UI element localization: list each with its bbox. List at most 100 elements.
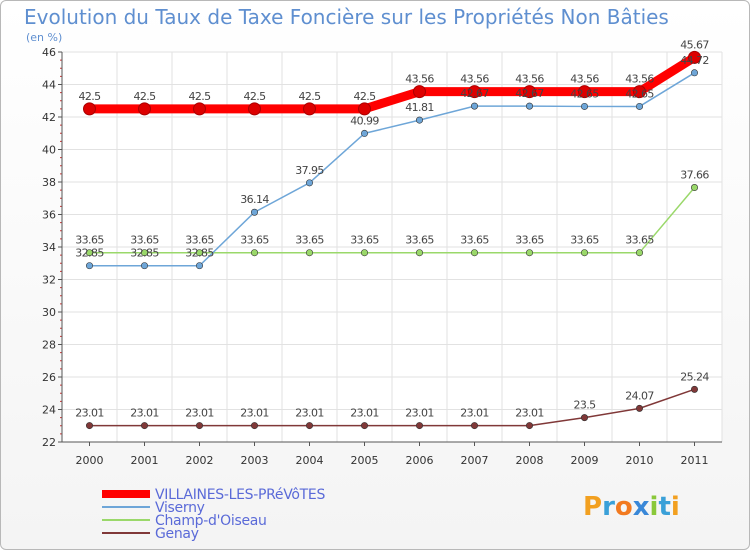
chart-title: Evolution du Taux de Taxe Foncière sur l… bbox=[24, 5, 669, 29]
point-viserny-2003 bbox=[251, 208, 259, 216]
point-genay-2008 bbox=[525, 422, 533, 430]
series-line-champ-d-oiseau bbox=[88, 186, 696, 254]
data-label-champ-d-oiseau-2005: 33.65 bbox=[350, 234, 379, 247]
chart-subtitle: (en %) bbox=[26, 31, 62, 44]
point-viserny-2007 bbox=[470, 102, 478, 110]
point-villaines-les-pr-v-tes-2006 bbox=[413, 85, 426, 99]
x-tick-label-2001: 2001 bbox=[131, 454, 159, 467]
point-villaines-les-pr-v-tes-2010 bbox=[633, 85, 646, 99]
point-viserny-2008 bbox=[525, 102, 533, 110]
point-viserny-2005 bbox=[360, 129, 368, 137]
point-villaines-les-pr-v-tes-2001 bbox=[138, 102, 151, 116]
y-tick-label-30: 30 bbox=[42, 306, 56, 319]
data-label-villaines-les-pr-v-tes-2004: 42.5 bbox=[298, 90, 321, 103]
y-tick-label-38: 38 bbox=[42, 176, 56, 189]
data-labels-layer: 42.5 42.5 42.5 42.5 42.5 42.543.56 43.56 43.56 4… bbox=[75, 38, 710, 420]
point-genay-2003 bbox=[251, 422, 259, 430]
x-tick-label-2010: 2010 bbox=[626, 454, 654, 467]
data-label-viserny-2009: 42.65 bbox=[570, 87, 599, 100]
data-label-viserny-2010: 42.65 bbox=[625, 87, 654, 100]
data-label-champ-d-oiseau-2003: 33.65 bbox=[240, 234, 269, 247]
x-tick-label-2006: 2006 bbox=[406, 454, 434, 467]
x-tick-label-2005: 2005 bbox=[351, 454, 379, 467]
legend-label-genay: Genay bbox=[155, 526, 199, 542]
data-label-villaines-les-pr-v-tes-2002: 42.5 bbox=[188, 90, 211, 103]
point-villaines-les-pr-v-tes-2002 bbox=[193, 102, 206, 116]
point-champ-d-oiseau-2000 bbox=[86, 249, 94, 257]
point-genay-2010 bbox=[635, 404, 643, 412]
data-label-viserny-2007: 42.67 bbox=[460, 87, 489, 100]
y-tick-label-22: 22 bbox=[42, 436, 56, 449]
data-label-champ-d-oiseau-2009: 33.65 bbox=[570, 234, 599, 247]
legend-label-viserny: Viserny bbox=[155, 500, 205, 516]
series-line-genay bbox=[88, 388, 696, 427]
data-label-genay-2004: 23.01 bbox=[295, 407, 324, 420]
point-viserny-2001 bbox=[141, 262, 149, 270]
point-viserny-2011 bbox=[690, 69, 698, 77]
series-line-viserny bbox=[88, 72, 696, 267]
point-champ-d-oiseau-2011 bbox=[690, 184, 698, 192]
data-label-villaines-les-pr-v-tes-2003: 42.5 bbox=[243, 90, 266, 103]
x-tick-label-2007: 2007 bbox=[461, 454, 489, 467]
y-tick-label-32: 32 bbox=[42, 274, 56, 287]
point-champ-d-oiseau-2002 bbox=[196, 249, 204, 257]
y-tick-label-46: 46 bbox=[42, 46, 56, 59]
data-label-champ-d-oiseau-2002: 33.65 bbox=[185, 234, 214, 247]
axes bbox=[58, 51, 722, 446]
data-label-champ-d-oiseau-2007: 33.65 bbox=[460, 234, 489, 247]
x-tick-label-2003: 2003 bbox=[241, 454, 269, 467]
y-tick-label-28: 28 bbox=[42, 339, 56, 352]
proxiti-logo: Proxiti bbox=[583, 492, 680, 522]
data-label-champ-d-oiseau-2001: 33.65 bbox=[130, 234, 159, 247]
y-tick-label-42: 42 bbox=[42, 111, 56, 124]
legend-label-villaines-les-pr-v-tes: VILLAINES-LES-PRéVôTES bbox=[155, 487, 325, 503]
point-champ-d-oiseau-2001 bbox=[141, 249, 149, 257]
data-label-viserny-2008: 42.67 bbox=[515, 87, 544, 100]
point-viserny-2010 bbox=[635, 102, 643, 110]
data-label-viserny-2002: 32.85 bbox=[185, 247, 214, 260]
data-label-genay-2000: 23.01 bbox=[75, 407, 104, 420]
data-label-villaines-les-pr-v-tes-2007: 43.56 bbox=[460, 73, 489, 86]
y-tick-label-24: 24 bbox=[42, 404, 56, 417]
data-label-champ-d-oiseau-2004: 33.65 bbox=[295, 234, 324, 247]
legend: VILLAINES-LES-PRéVôTESVisernyChamp-d'Ois… bbox=[102, 487, 326, 542]
point-villaines-les-pr-v-tes-2004 bbox=[303, 102, 316, 116]
point-champ-d-oiseau-2008 bbox=[525, 249, 533, 257]
x-axis-ticks: 2000 2001 2002 2003 2004 2005 2006 2007 2008 2009… bbox=[76, 454, 709, 467]
point-viserny-2006 bbox=[415, 116, 423, 124]
point-genay-2001 bbox=[141, 422, 149, 430]
point-genay-2004 bbox=[305, 422, 313, 430]
logo-text: Proxiti bbox=[583, 492, 680, 522]
data-label-champ-d-oiseau-2010: 33.65 bbox=[625, 234, 654, 247]
series-line-villaines-les-pr-v-tes bbox=[85, 52, 699, 114]
point-villaines-les-pr-v-tes-2007 bbox=[468, 85, 481, 99]
x-tick-label-2008: 2008 bbox=[516, 454, 544, 467]
data-label-genay-2001: 23.01 bbox=[130, 407, 159, 420]
data-label-genay-2009: 23.5 bbox=[573, 399, 596, 412]
data-label-viserny-2006: 41.81 bbox=[405, 101, 434, 114]
point-champ-d-oiseau-2009 bbox=[580, 249, 588, 257]
point-champ-d-oiseau-2006 bbox=[415, 249, 423, 257]
data-label-viserny-2001: 32.85 bbox=[130, 247, 159, 260]
data-label-champ-d-oiseau-2000: 33.65 bbox=[75, 234, 104, 247]
data-label-villaines-les-pr-v-tes-2010: 43.56 bbox=[625, 73, 654, 86]
x-tick-label-2002: 2002 bbox=[186, 454, 214, 467]
point-champ-d-oiseau-2010 bbox=[635, 249, 643, 257]
point-viserny-2004 bbox=[305, 179, 313, 187]
point-champ-d-oiseau-2007 bbox=[470, 249, 478, 257]
point-genay-2007 bbox=[470, 422, 478, 430]
y-axis-ticks: 22 24 26 28 30 32 34 36 38 40 42 44 46 bbox=[42, 46, 56, 449]
y-tick-label-36: 36 bbox=[42, 209, 56, 222]
data-label-villaines-les-pr-v-tes-2000: 42.5 bbox=[78, 90, 101, 103]
y-tick-label-26: 26 bbox=[42, 371, 56, 384]
grid bbox=[62, 51, 723, 442]
data-label-genay-2010: 24.07 bbox=[625, 389, 654, 402]
point-champ-d-oiseau-2003 bbox=[251, 249, 259, 257]
y-tick-label-34: 34 bbox=[42, 241, 56, 254]
data-label-champ-d-oiseau-2008: 33.65 bbox=[515, 234, 544, 247]
data-label-viserny-2000: 32.85 bbox=[75, 247, 104, 260]
point-villaines-les-pr-v-tes-2003 bbox=[248, 102, 261, 116]
y-tick-label-40: 40 bbox=[42, 144, 56, 157]
data-label-genay-2008: 23.01 bbox=[515, 407, 544, 420]
data-label-viserny-2005: 40.99 bbox=[350, 114, 379, 127]
